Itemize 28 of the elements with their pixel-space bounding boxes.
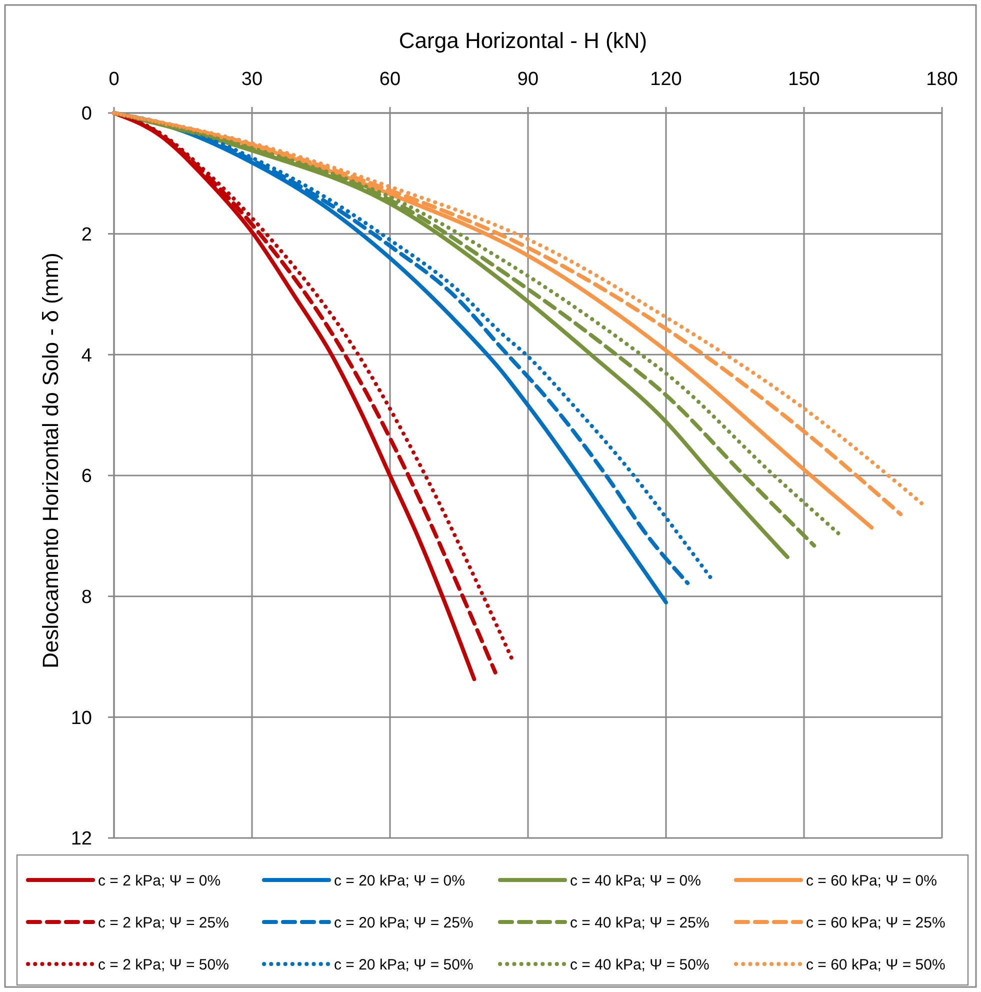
y-tick-label: 0 [81, 104, 92, 125]
x-tick-label: 180 [926, 69, 958, 90]
y-tick-label: 12 [70, 828, 92, 850]
x-tick-label: 0 [108, 69, 120, 90]
legend-label: c = 60 kPa; Ψ = 25% [806, 914, 946, 932]
x-tick-label: 150 [788, 69, 820, 90]
x-tick-label: 120 [650, 69, 682, 90]
legend-label: c = 2 kPa; Ψ = 50% [98, 956, 229, 974]
legend-label: c = 20 kPa; Ψ = 50% [334, 956, 474, 974]
x-axis-title: Carga Horizontal - H (kN) [398, 28, 648, 53]
y-tick-label: 10 [70, 708, 92, 729]
legend-label: c = 20 kPa; Ψ = 0% [334, 872, 465, 890]
legend-label: c = 40 kPa; Ψ = 50% [570, 956, 710, 974]
x-tick-label: 30 [241, 69, 263, 90]
legend-label: c = 20 kPa; Ψ = 25% [334, 914, 474, 932]
y-tick-label: 2 [81, 224, 92, 246]
y-tick-label: 6 [81, 466, 92, 488]
legend-label: c = 2 kPa; Ψ = 25% [98, 914, 229, 932]
legend-label: c = 60 kPa; Ψ = 50% [806, 956, 946, 974]
legend-label: c = 40 kPa; Ψ = 25% [570, 914, 710, 932]
legend-label: c = 60 kPa; Ψ = 0% [806, 872, 937, 890]
x-tick-label: 60 [379, 69, 401, 90]
y-tick-label: 4 [81, 345, 92, 366]
legend-label: c = 40 kPa; Ψ = 0% [570, 872, 701, 890]
y-tick-label: 8 [81, 586, 92, 608]
y-axis-title: Deslocamento Horizontal do Solo - δ (mm) [38, 252, 63, 668]
x-tick-label: 90 [517, 69, 539, 90]
legend-label: c = 2 kPa; Ψ = 0% [98, 872, 221, 890]
